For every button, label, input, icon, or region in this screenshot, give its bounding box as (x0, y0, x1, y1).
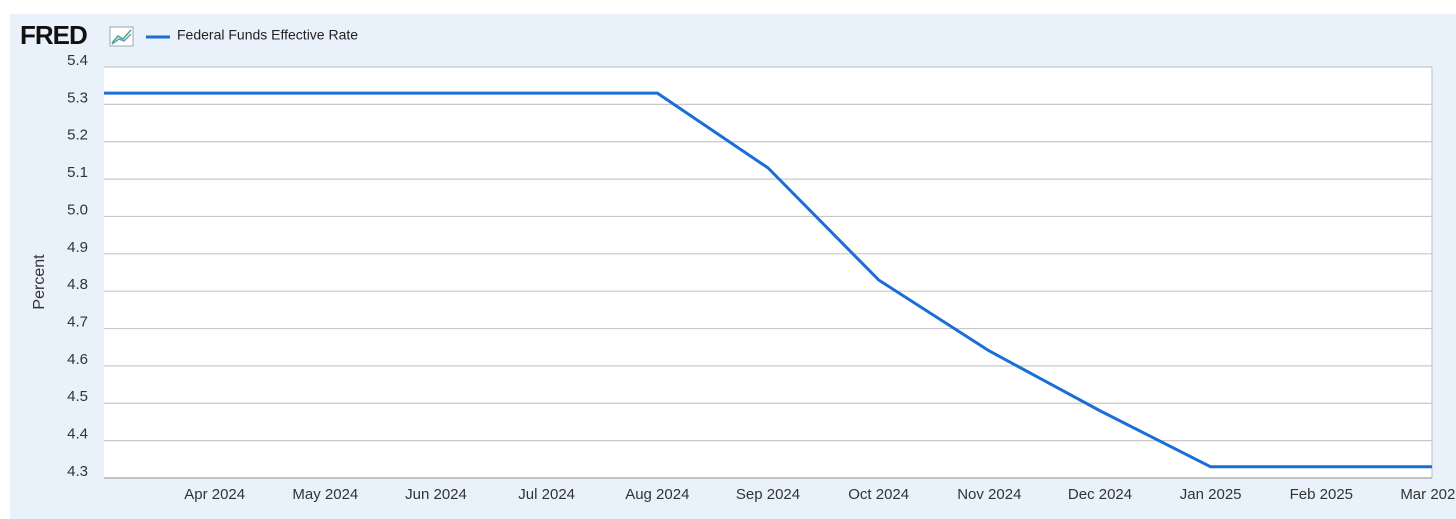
y-axis-label: Percent (31, 254, 48, 310)
y-tick-label: 5.3 (67, 89, 88, 106)
y-tick-label: 4.4 (67, 426, 88, 443)
y-tick-label: 4.9 (67, 239, 88, 256)
x-tick-label: Jul 2024 (518, 486, 575, 503)
x-tick-label: Sep 2024 (736, 486, 800, 503)
y-tick-label: 5.4 (67, 52, 88, 69)
x-tick-label: Dec 2024 (1068, 486, 1132, 503)
x-tick-label: Feb 2025 (1290, 486, 1353, 503)
y-tick-label: 5.2 (67, 127, 88, 144)
x-tick-label: Jun 2024 (405, 486, 467, 503)
y-tick-label: 5.1 (67, 164, 88, 181)
x-tick-label: Mar 2025 (1400, 486, 1456, 503)
y-tick-label: 4.5 (67, 388, 88, 405)
y-tick-label: 5.0 (67, 201, 88, 218)
x-tick-label: Apr 2024 (184, 486, 245, 503)
logo-icon (109, 26, 134, 47)
y-tick-label: 4.3 (67, 463, 88, 480)
data-line (104, 91, 1432, 469)
plot-area (104, 67, 1432, 478)
x-tick-label: Aug 2024 (625, 486, 689, 503)
y-tick-label: 4.8 (67, 276, 88, 293)
x-tick-label: Nov 2024 (957, 486, 1021, 503)
legend-label: Federal Funds Effective Rate (177, 27, 358, 43)
logo: FRED (20, 20, 87, 50)
x-tick-label: May 2024 (292, 486, 358, 503)
y-tick-label: 4.6 (67, 351, 88, 368)
x-tick-label: Oct 2024 (848, 486, 909, 503)
x-tick-label: Jan 2025 (1180, 486, 1242, 503)
y-tick-label: 4.7 (67, 314, 88, 331)
